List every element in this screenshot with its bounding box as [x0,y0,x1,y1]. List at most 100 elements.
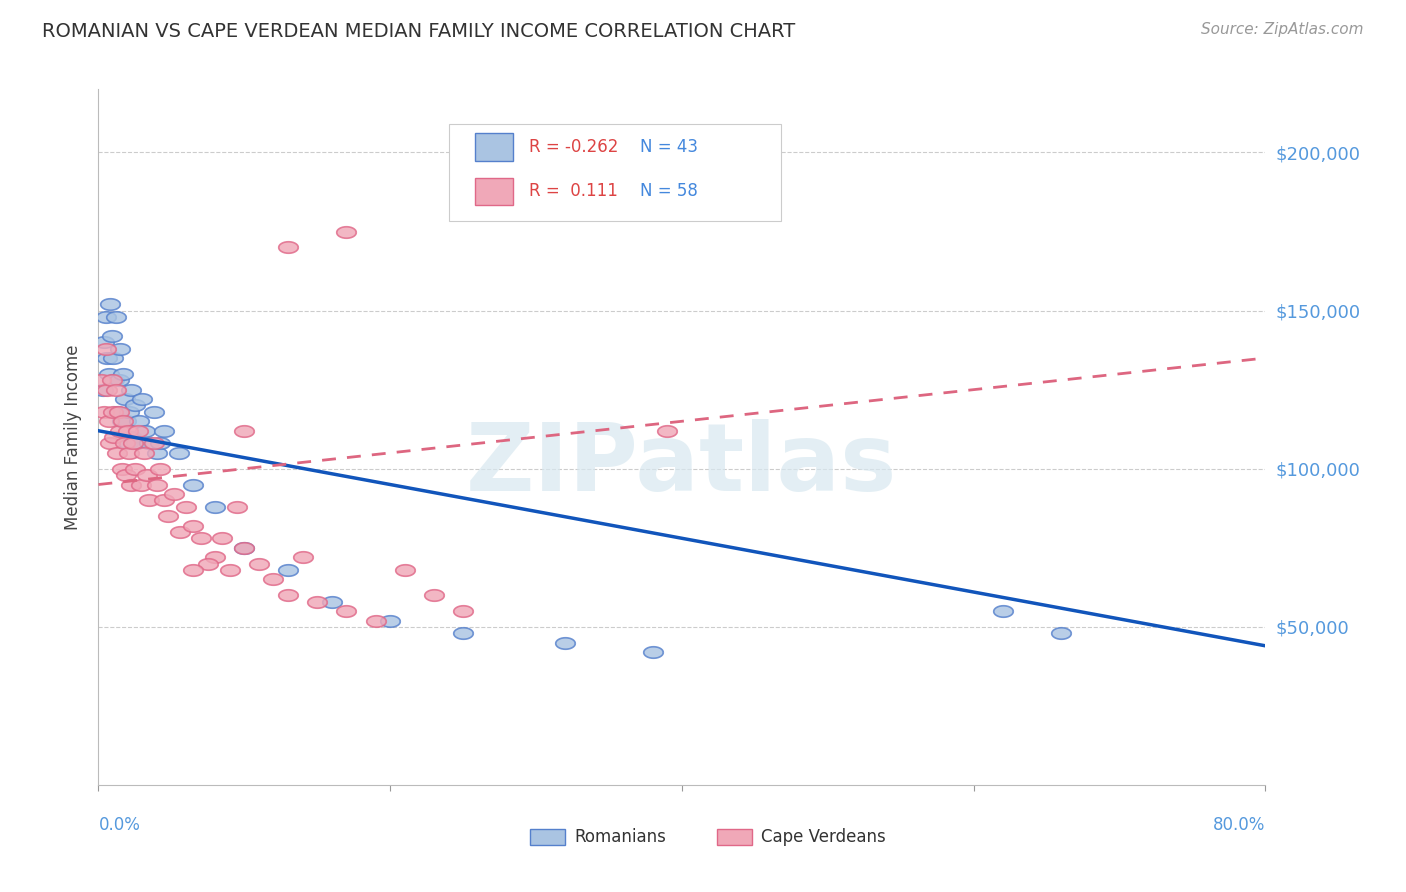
Point [153,493,176,508]
Point [108,373,131,387]
Point [100,373,122,387]
Point [118,405,141,419]
Text: Romanians: Romanians [575,828,666,847]
Point [153,424,176,438]
Point [132,446,155,460]
Point [134,424,156,438]
Text: 0.0%: 0.0% [98,816,141,834]
FancyBboxPatch shape [717,830,752,845]
Point [146,477,169,491]
Point [135,468,157,483]
Point [226,500,249,514]
Point [94,310,117,324]
Point [451,604,474,618]
Point [335,225,357,239]
Point [174,500,197,514]
Point [181,563,204,577]
Point [118,446,141,460]
Text: Source: ZipAtlas.com: Source: ZipAtlas.com [1201,22,1364,37]
Point [262,573,284,587]
Point [120,383,142,397]
Point [100,329,122,343]
Point [211,531,233,545]
Point [233,424,256,438]
Point [117,424,139,438]
Point [90,373,112,387]
Point [124,399,146,413]
Point [104,383,127,397]
Point [125,436,148,450]
Text: 80.0%: 80.0% [1213,816,1265,834]
Point [142,405,165,419]
Point [97,414,120,428]
Point [394,563,416,577]
Point [146,446,169,460]
Point [124,461,146,475]
Point [93,335,115,350]
Point [129,477,152,491]
Point [93,405,115,419]
Text: N = 58: N = 58 [640,183,697,201]
Point [101,405,124,419]
Text: N = 43: N = 43 [640,138,697,156]
Point [108,405,131,419]
Point [138,436,160,450]
Point [110,424,132,438]
Point [111,414,134,428]
Point [149,461,172,475]
Point [197,557,219,571]
Point [233,541,256,555]
Point [110,342,132,356]
FancyBboxPatch shape [449,124,782,221]
Point [96,351,118,365]
Text: R =  0.111: R = 0.111 [529,183,617,201]
Point [131,392,153,406]
Point [204,550,226,565]
Point [218,563,240,577]
Text: Cape Verdeans: Cape Verdeans [761,828,886,847]
Point [101,351,124,365]
Point [98,297,121,311]
Point [554,635,576,649]
Point [98,436,121,450]
Point [1050,626,1073,640]
Point [291,550,314,565]
Point [94,342,117,356]
Point [105,446,128,460]
Text: ZIPatlas: ZIPatlas [467,419,897,511]
Point [114,392,136,406]
Point [121,430,143,444]
Point [120,477,142,491]
Point [641,645,664,659]
Point [204,500,226,514]
Point [190,531,212,545]
Point [114,436,136,450]
Point [657,424,679,438]
Point [103,430,125,444]
Point [142,436,165,450]
FancyBboxPatch shape [475,178,513,205]
Point [115,414,138,428]
FancyBboxPatch shape [530,830,565,845]
Point [181,477,204,491]
Y-axis label: Median Family Income: Median Family Income [65,344,83,530]
Point [97,367,120,381]
Text: R = -0.262: R = -0.262 [529,138,619,156]
Point [167,446,190,460]
Point [277,588,299,602]
Point [321,594,343,608]
Point [112,414,135,428]
Point [247,557,270,571]
Point [307,594,329,608]
Point [149,436,172,450]
Point [364,614,387,628]
Point [233,541,256,555]
Point [138,493,160,508]
Point [105,405,128,419]
Point [128,414,150,428]
Point [991,604,1014,618]
Point [335,604,357,618]
Point [111,461,134,475]
Point [127,424,149,438]
Text: ROMANIAN VS CAPE VERDEAN MEDIAN FAMILY INCOME CORRELATION CHART: ROMANIAN VS CAPE VERDEAN MEDIAN FAMILY I… [42,22,796,41]
